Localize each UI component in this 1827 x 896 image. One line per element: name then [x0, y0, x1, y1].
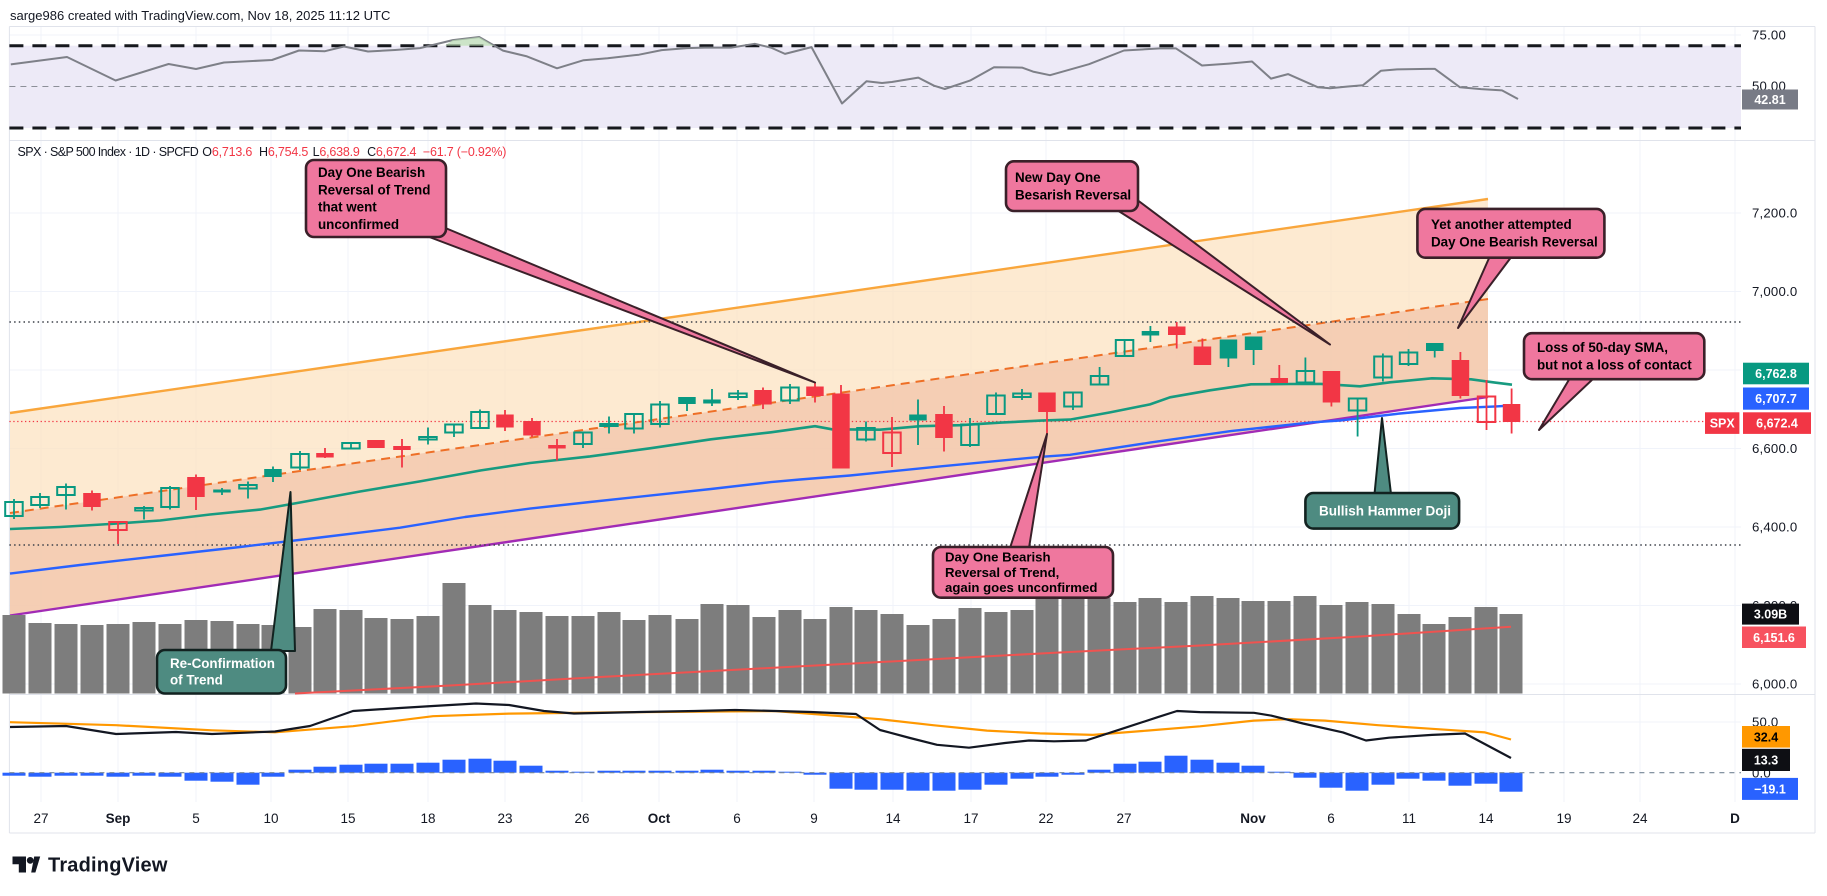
svg-text:42.81: 42.81	[1754, 93, 1785, 107]
svg-text:again goes unconfirmed: again goes unconfirmed	[945, 580, 1097, 595]
svg-text:Loss of 50-day SMA,: Loss of 50-day SMA,	[1537, 340, 1668, 355]
svg-text:Day One Bearish Reversal: Day One Bearish Reversal	[1431, 235, 1598, 250]
svg-text:L6,638.9: L6,638.9	[313, 145, 360, 159]
svg-text:O6,713.6: O6,713.6	[202, 145, 252, 159]
svg-text:3.09B: 3.09B	[1754, 608, 1787, 622]
svg-text:6: 6	[733, 811, 741, 826]
svg-text:Re-Confirmation: Re-Confirmation	[170, 656, 275, 671]
svg-text:50.0: 50.0	[1752, 715, 1778, 730]
svg-text:Nov: Nov	[1240, 811, 1266, 826]
svg-text:19: 19	[1556, 811, 1571, 826]
svg-text:14: 14	[885, 811, 901, 826]
svg-text:6,600.0: 6,600.0	[1752, 441, 1797, 456]
svg-text:27: 27	[1116, 811, 1131, 826]
svg-text:6,000.0: 6,000.0	[1752, 677, 1797, 692]
svg-text:6,400.0: 6,400.0	[1752, 520, 1797, 535]
svg-text:15: 15	[340, 811, 355, 826]
svg-text:that went: that went	[318, 200, 377, 215]
svg-text:11: 11	[1402, 811, 1416, 826]
svg-text:17: 17	[963, 811, 978, 826]
svg-text:Reversal of Trend: Reversal of Trend	[318, 182, 430, 197]
svg-text:sarge986 created with TradingV: sarge986 created with TradingView.com, N…	[10, 8, 390, 23]
svg-text:6,672.4: 6,672.4	[1756, 417, 1798, 431]
svg-text:9: 9	[810, 811, 818, 826]
svg-text:−61.7 (−0.92%): −61.7 (−0.92%)	[423, 145, 506, 159]
svg-text:23: 23	[497, 811, 512, 826]
svg-text:Besarish Reversal: Besarish Reversal	[1015, 187, 1131, 202]
svg-text:TradingView: TradingView	[48, 855, 168, 877]
svg-text:75.00: 75.00	[1752, 28, 1786, 43]
svg-text:SPX: SPX	[1710, 417, 1736, 431]
svg-text:D: D	[1730, 811, 1740, 826]
svg-text:Sep: Sep	[106, 811, 131, 826]
svg-text:Day One Bearish: Day One Bearish	[318, 165, 425, 180]
svg-text:5: 5	[192, 811, 200, 826]
svg-text:−19.1: −19.1	[1754, 782, 1786, 796]
svg-text:13.3: 13.3	[1754, 753, 1778, 767]
svg-text:18: 18	[420, 811, 435, 826]
svg-text:24: 24	[1632, 811, 1648, 826]
svg-text:6: 6	[1327, 811, 1335, 826]
svg-text:27: 27	[33, 811, 48, 826]
svg-text:6,707.7: 6,707.7	[1755, 392, 1797, 406]
svg-text:6,151.6: 6,151.6	[1753, 631, 1795, 645]
svg-text:Oct: Oct	[648, 811, 671, 826]
svg-text:C6,672.4: C6,672.4	[367, 145, 416, 159]
svg-text:22: 22	[1038, 811, 1053, 826]
svg-text:6,762.8: 6,762.8	[1755, 367, 1797, 381]
svg-text:unconfirmed: unconfirmed	[318, 217, 399, 232]
svg-text:but not a loss of contact: but not a loss of contact	[1537, 357, 1692, 372]
svg-text:SPX · S&P 500 Index · 1D · SPC: SPX · S&P 500 Index · 1D · SPCFD	[18, 145, 199, 159]
svg-text:Reversal of Trend,: Reversal of Trend,	[945, 565, 1059, 580]
svg-text:7,000.0: 7,000.0	[1752, 284, 1797, 299]
svg-text:Bullish Hammer Doji: Bullish Hammer Doji	[1319, 503, 1451, 518]
svg-text:Yet another attempted: Yet another attempted	[1431, 217, 1572, 232]
svg-text:26: 26	[574, 811, 589, 826]
svg-text:10: 10	[263, 811, 278, 826]
svg-text:New Day One: New Day One	[1015, 170, 1101, 185]
svg-text:7,200.0: 7,200.0	[1752, 206, 1797, 221]
svg-text:32.4: 32.4	[1754, 730, 1778, 744]
svg-text:Day One Bearish: Day One Bearish	[945, 550, 1051, 565]
svg-text:14: 14	[1478, 811, 1494, 826]
svg-text:H6,754.5: H6,754.5	[259, 145, 308, 159]
svg-text:of Trend: of Trend	[170, 673, 223, 688]
